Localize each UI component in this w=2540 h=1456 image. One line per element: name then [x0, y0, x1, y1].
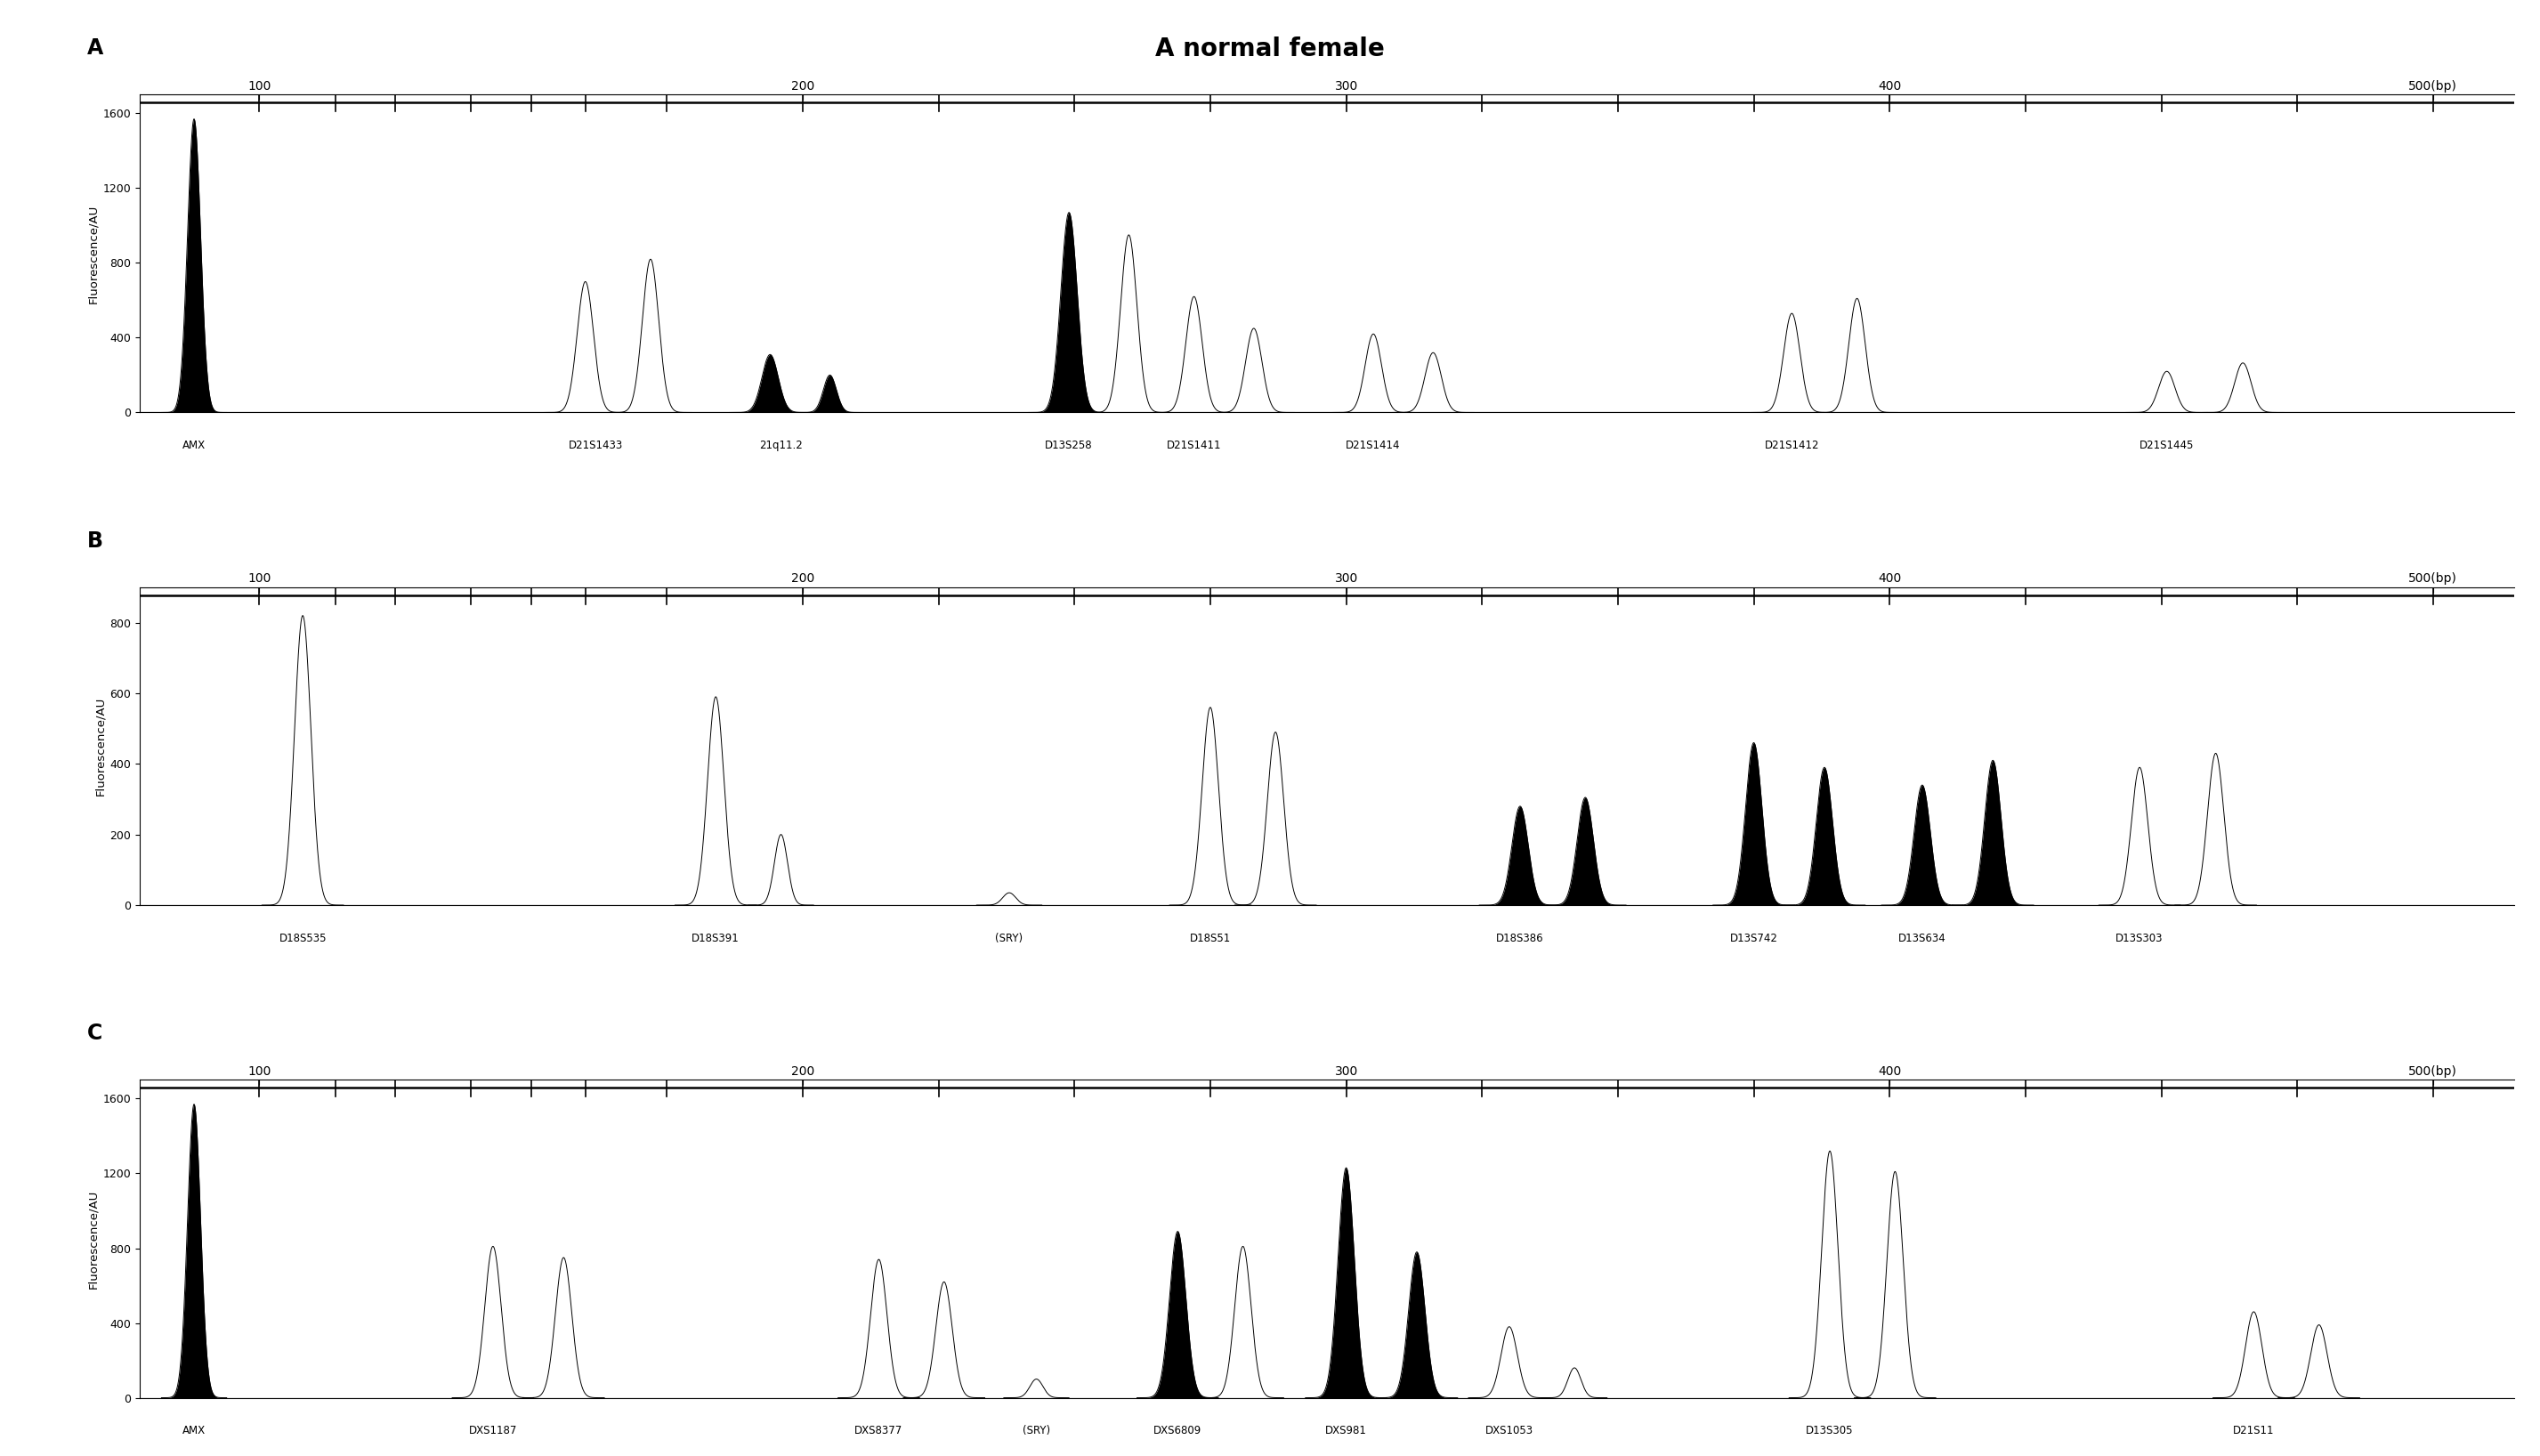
Text: 21q11.2: 21q11.2: [759, 440, 803, 451]
Text: (SRY): (SRY): [996, 932, 1024, 943]
Text: D13S305: D13S305: [1806, 1425, 1854, 1437]
Text: D13S303: D13S303: [2116, 932, 2164, 943]
Text: D18S51: D18S51: [1189, 932, 1232, 943]
Text: DXS1187: DXS1187: [470, 1425, 518, 1437]
Text: A: A: [86, 38, 104, 58]
Text: B: B: [86, 530, 104, 552]
Text: AMX: AMX: [183, 440, 206, 451]
Text: DXS1053: DXS1053: [1486, 1425, 1534, 1437]
Y-axis label: Fluorescence/AU: Fluorescence/AU: [94, 696, 107, 796]
Text: D13S258: D13S258: [1044, 440, 1092, 451]
Text: D18S386: D18S386: [1496, 932, 1544, 943]
Text: D18S535: D18S535: [279, 932, 328, 943]
Text: D21S1412: D21S1412: [1765, 440, 1819, 451]
Text: D21S1411: D21S1411: [1166, 440, 1222, 451]
Text: D21S1445: D21S1445: [2139, 440, 2195, 451]
Text: D21S1414: D21S1414: [1346, 440, 1400, 451]
Text: (SRY): (SRY): [1024, 1425, 1049, 1437]
Text: D13S634: D13S634: [1897, 932, 1946, 943]
Text: DXS981: DXS981: [1326, 1425, 1367, 1437]
Text: AMX: AMX: [183, 1425, 206, 1437]
Text: DXS8377: DXS8377: [853, 1425, 902, 1437]
Text: C: C: [86, 1022, 102, 1044]
Y-axis label: Fluorescence/AU: Fluorescence/AU: [86, 204, 99, 303]
Text: A normal female: A normal female: [1156, 36, 1384, 61]
Y-axis label: Fluorescence/AU: Fluorescence/AU: [86, 1190, 99, 1289]
Text: D21S1433: D21S1433: [569, 440, 622, 451]
Text: D21S11: D21S11: [2233, 1425, 2273, 1437]
Text: DXS6809: DXS6809: [1153, 1425, 1201, 1437]
Text: D13S742: D13S742: [1730, 932, 1778, 943]
Text: D18S391: D18S391: [691, 932, 739, 943]
